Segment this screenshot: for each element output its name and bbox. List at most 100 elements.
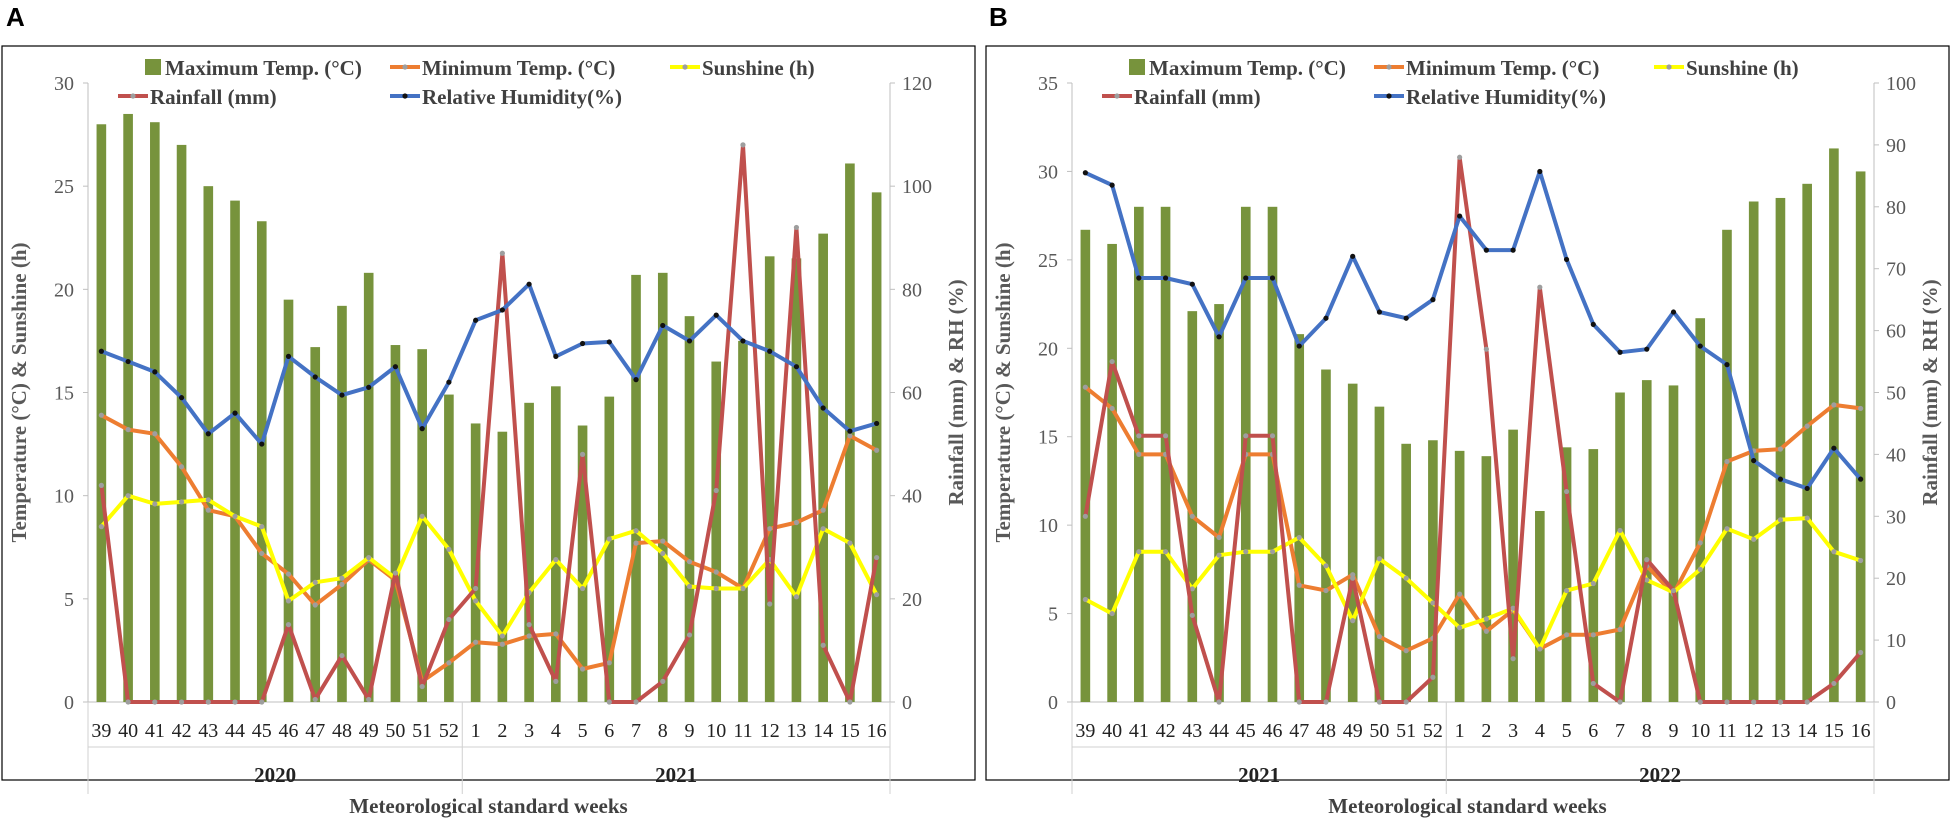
panel-b-min-temp-point — [1804, 423, 1810, 429]
panel-b-max-temp-bar — [1428, 440, 1438, 702]
panel-a-max-temp-bar — [390, 345, 401, 702]
panel-b-min-temp-point — [1777, 446, 1784, 452]
panel-b-rainfall-point — [1350, 575, 1356, 581]
panel-b-rainfall-point — [1430, 674, 1436, 680]
panel-b-sunshine-point — [1617, 527, 1623, 534]
panel-b-rh-point — [1162, 275, 1169, 281]
panel-a-rainfall-point — [606, 699, 612, 705]
panel-a-x-axis-title: Meteorological standard weeks — [349, 794, 627, 818]
panel-b-max-temp-bar — [1454, 450, 1465, 702]
panel-a-rh-point — [526, 281, 532, 287]
panel-a-week-label: 44 — [225, 720, 245, 742]
panel-a-left-tick-label: 10 — [54, 486, 74, 508]
panel-a-max-temp-bar — [871, 192, 882, 702]
panel-b-rh-point — [1269, 275, 1276, 281]
panel-b-sunshine-point — [1216, 552, 1222, 558]
panel-a-sunshine-point — [740, 585, 746, 592]
panel-a-rh-point — [660, 322, 666, 329]
panel-a-min-temp-point — [205, 507, 211, 513]
panel-a-rh-point — [579, 340, 586, 347]
panel-a-sunshine-point — [579, 585, 586, 592]
panel-b-max-temp-bar — [1802, 183, 1812, 702]
panel-b-legend-max-temp-swatch — [1129, 59, 1145, 75]
panel-b-rainfall-point — [1296, 699, 1302, 705]
panel-b-right-tick-label: 80 — [1886, 197, 1906, 219]
panel-a-min-temp-point — [553, 631, 559, 637]
panel-b-rainfall-point — [1483, 346, 1489, 352]
panel-b-rh-point — [1751, 457, 1757, 464]
panel-a-sunshine-point — [713, 585, 719, 592]
panel-a-min-temp-point — [606, 660, 612, 666]
panel-a-rh-point — [874, 420, 880, 427]
panel-b-max-temp-bar — [1668, 385, 1679, 702]
panel-a-left-tick-label: 30 — [54, 73, 74, 95]
panel-a-rainfall-point — [152, 699, 158, 705]
panel-a-rainfall-point — [259, 699, 265, 705]
panel-b-rainfall-point — [1670, 587, 1677, 594]
panel-a-legend-rainfall-marker — [130, 93, 136, 99]
panel-b-rainfall-point — [1751, 699, 1757, 705]
panel-b-week-label: 1 — [1455, 720, 1465, 742]
panel-a-sunshine-point — [152, 501, 158, 507]
panel-a-max-temp-bar — [684, 316, 695, 702]
panel-b-max-temp-bar — [1641, 380, 1652, 702]
panel-a-sunshine-point — [312, 579, 318, 585]
panel-a-left-tick-label: 25 — [54, 176, 74, 198]
panel-b-sunshine-point — [1189, 586, 1195, 592]
panel-b-max-temp-bar — [1294, 334, 1305, 702]
panel-a-min-temp-point — [633, 540, 639, 546]
panel-b-max-temp-bar — [1321, 369, 1331, 702]
panel-b-sunshine-point — [1777, 517, 1784, 523]
panel-b-right-tick-label: 40 — [1886, 444, 1906, 466]
panel-b-rh-point — [1617, 349, 1623, 355]
panel-b-rainfall-point — [1082, 513, 1088, 519]
panel-b-max-temp-bar — [1615, 392, 1625, 702]
panel-a-min-temp-point — [660, 538, 666, 544]
panel-b-max-temp-bar — [1535, 510, 1545, 702]
panel-a-week-label: 11 — [733, 720, 752, 742]
panel-a-rainfall-point — [526, 622, 532, 628]
panel-b-rh-point — [1403, 315, 1409, 321]
panel-b-sunshine-point — [1162, 549, 1169, 555]
panel-b-rainfall-point — [1697, 699, 1703, 705]
panel-a-rh-line — [100, 282, 878, 447]
panel-a-rh-point — [312, 374, 318, 380]
panel-a-sunshine-point — [686, 583, 693, 590]
panel-a-sunshine-point — [419, 513, 425, 519]
panel-b-sunshine-point — [1296, 534, 1302, 541]
panel-a-min-temp-point — [339, 581, 345, 587]
panel-a-max-temp-bar — [738, 340, 748, 702]
panel-a-rainfall-point — [820, 642, 826, 648]
panel-a-max-temp-bar — [524, 402, 534, 702]
panel-b-week-label: 45 — [1236, 720, 1256, 742]
panel-b-rh-point — [1216, 334, 1222, 340]
panel-a-rh-point — [767, 348, 773, 354]
panel-b-sunshine-point — [1376, 556, 1383, 562]
panel-b-left-tick-label: 30 — [1038, 161, 1058, 183]
panel-a-sunshine-point — [606, 536, 612, 542]
panel-a-week-label: 50 — [385, 720, 405, 742]
panel-a-min-temp-point — [767, 526, 773, 532]
panel-a-sunshine-point — [339, 575, 345, 581]
panel-b-right-tick-label: 0 — [1886, 692, 1896, 714]
panel-a-rainfall-point — [874, 554, 880, 561]
panel-a-week-label: 1 — [471, 720, 481, 742]
panel-a-rainfall-point — [633, 699, 639, 705]
panel-b-min-temp-point — [1831, 402, 1837, 408]
panel-b-rh-point — [1804, 485, 1810, 492]
panel-a-max-temp-bar — [791, 258, 802, 702]
panel-b-rainfall-point — [1189, 612, 1195, 618]
panel-a-rh-point — [285, 353, 292, 359]
panel-a-min-temp-point — [473, 639, 479, 645]
panel-a-rh-point — [713, 312, 719, 318]
panel-b-rainfall-point — [1109, 358, 1115, 365]
panel-a-rainfall-point — [285, 622, 292, 628]
panel-b-left-tick-label: 20 — [1038, 338, 1058, 360]
panel-b-sunshine-point — [1269, 549, 1276, 555]
panel-a-sunshine-point — [125, 493, 131, 499]
panel-a-rainfall-point — [686, 632, 693, 638]
panel-a-rainfall-point — [366, 696, 372, 703]
panel-a-rh-point — [339, 392, 345, 398]
panel-a-max-temp-bar — [604, 396, 615, 702]
